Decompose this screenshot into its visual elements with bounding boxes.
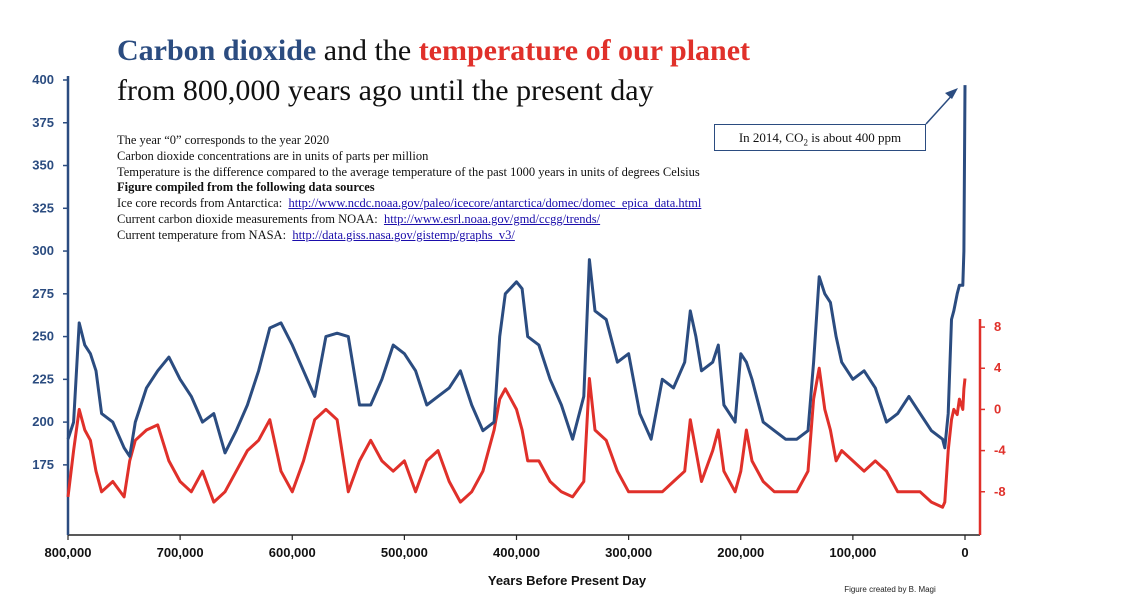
y2-tick-label: -8 bbox=[994, 484, 1006, 499]
notes: The year “0” corresponds to the year 202… bbox=[117, 133, 701, 244]
title-part: and the bbox=[316, 34, 418, 67]
y-tick-label: 300 bbox=[32, 243, 54, 258]
x-tick-label: 400,000 bbox=[493, 545, 540, 560]
y-tick-label: 225 bbox=[32, 371, 54, 386]
line-series bbox=[66, 85, 967, 458]
annotation: In 2014, CO2 is about 400 ppm bbox=[714, 124, 926, 151]
y-tick-label: 400 bbox=[32, 72, 54, 87]
annotation-sub: 2 bbox=[803, 137, 808, 148]
y-tick-label: 250 bbox=[32, 329, 54, 344]
x-tick-label: 800,000 bbox=[45, 545, 92, 560]
y-tick-label: 200 bbox=[32, 414, 54, 429]
y-tick-label: 275 bbox=[32, 286, 54, 301]
source-link[interactable]: http://data.giss.nasa.gov/gistemp/graphs… bbox=[292, 227, 515, 242]
credit: Figure created by B. Magi bbox=[844, 585, 936, 594]
source-label: Current temperature from NASA: bbox=[117, 227, 287, 242]
sources-heading: Figure compiled from the following data … bbox=[117, 180, 375, 195]
source-label: Ice core records from Antarctica: bbox=[117, 196, 283, 211]
chart-subtitle: from 800,000 years ago until the present… bbox=[117, 74, 654, 107]
source: Current temperature from NASA: http://da… bbox=[117, 228, 701, 244]
x-tick-label: 600,000 bbox=[269, 545, 316, 560]
annotation-arrowhead bbox=[945, 88, 958, 99]
source: Ice core records from Antarctica: http:/… bbox=[117, 196, 701, 212]
source-link[interactable]: http://www.esrl.noaa.gov/gmd/ccgg/trends… bbox=[383, 211, 601, 226]
y-tick-label: 325 bbox=[32, 200, 54, 215]
annotation-text: is about 400 ppm bbox=[807, 130, 902, 145]
x-tick-label: 700,000 bbox=[157, 545, 204, 560]
x-axis-label: Years Before Present Day bbox=[488, 573, 647, 588]
note: The year “0” corresponds to the year 202… bbox=[117, 133, 330, 147]
x-tick-label: 200,000 bbox=[717, 545, 764, 560]
x-tick-label: 100,000 bbox=[829, 545, 876, 560]
x-tick-label: 500,000 bbox=[381, 545, 428, 560]
source-label: Current carbon dioxide measurements from… bbox=[117, 211, 378, 226]
note: Carbon dioxide concentrations are in uni… bbox=[117, 148, 429, 163]
x-tick-label: 300,000 bbox=[605, 545, 652, 560]
title-part: temperature of our planet bbox=[419, 34, 750, 67]
chart-title: Carbon dioxide and the temperature of ou… bbox=[117, 34, 750, 67]
note: Temperature is the difference compared t… bbox=[117, 164, 700, 179]
x-tick-label: 0 bbox=[961, 545, 968, 560]
line-series bbox=[66, 366, 967, 509]
source: Current carbon dioxide measurements from… bbox=[117, 212, 701, 228]
y2-tick-label: 0 bbox=[994, 401, 1001, 416]
y2-tick-label: 4 bbox=[994, 360, 1002, 375]
title-part: Carbon dioxide bbox=[117, 34, 316, 67]
y-tick-label: 175 bbox=[32, 457, 54, 472]
y2-tick-label: 8 bbox=[994, 319, 1001, 334]
source-link[interactable]: http://www.ncdc.noaa.gov/paleo/icecore/a… bbox=[288, 196, 702, 211]
y-tick-label: 350 bbox=[32, 158, 54, 173]
y-tick-label: 375 bbox=[32, 115, 54, 130]
annotation-text: In 2014, CO bbox=[738, 130, 804, 145]
y2-tick-label: -4 bbox=[994, 443, 1006, 458]
